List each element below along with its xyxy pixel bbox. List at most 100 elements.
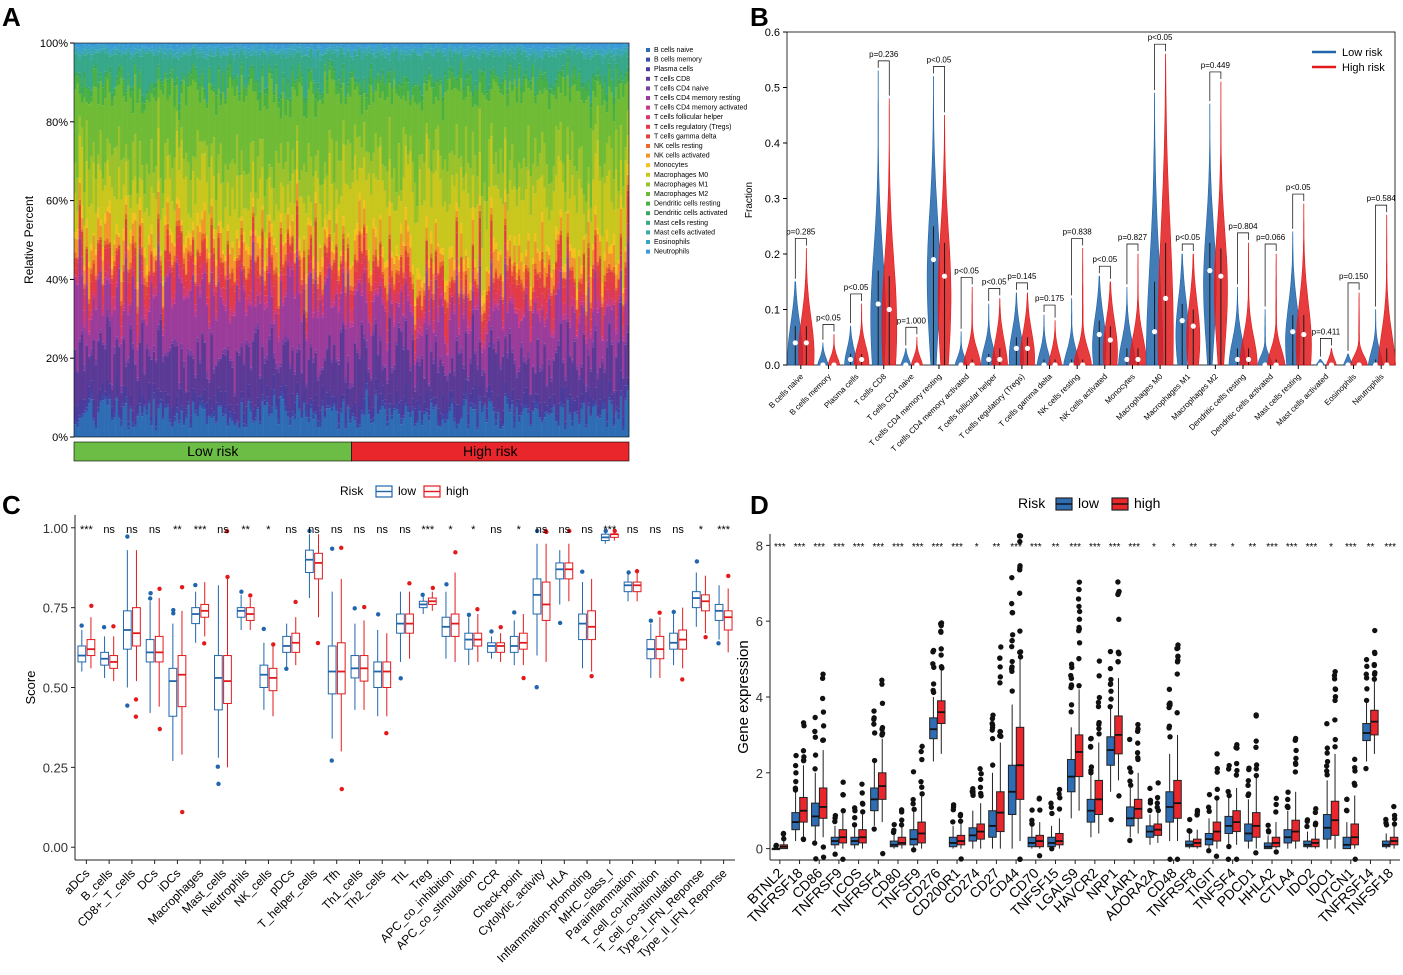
bar-segment-b-cells-naive	[346, 407, 350, 437]
bar-segment-macrophages-m1	[254, 192, 257, 217]
bar-segment-nk-cells-activated	[564, 271, 567, 278]
bar-segment-t-cells-regulatory-tregs	[515, 287, 519, 309]
bar-segment-t-cells-gamma-delta	[127, 272, 130, 284]
bar-segment-mast-cells-activated	[365, 48, 368, 56]
bar-segment-dendritic-cells-resting	[492, 70, 496, 80]
bar-segment-t-cells-follicular-helper	[596, 298, 600, 309]
bar-segment-nk-cells-resting	[411, 283, 415, 289]
bar-segment-macrophages-m1	[425, 123, 429, 134]
bar-segment-dendritic-cells-activated	[302, 97, 306, 102]
bar-segment-macrophages-m0	[240, 175, 244, 217]
bar-segment-t-cells-regulatory-tregs	[238, 265, 241, 289]
bar-segment-macrophages-m1	[282, 169, 285, 187]
bar-segment-t-cells-cd4-naive	[487, 341, 491, 347]
bar-segment-macrophages-m1	[555, 126, 558, 176]
bar-segment-b-cells-naive	[409, 416, 412, 437]
bar-segment-t-cells-cd4-memory-resting	[323, 284, 327, 358]
bar-segment-macrophages-m2	[291, 87, 294, 150]
bar-segment-dendritic-cells-resting	[455, 80, 459, 89]
bar-segment-b-cells-naive	[474, 409, 477, 437]
bar-segment-neutrophils	[492, 43, 496, 47]
bar-segment-dendritic-cells-activated	[582, 81, 586, 88]
bar-segment-t-cells-cd4-naive	[527, 351, 530, 359]
bar-segment-macrophages-m1	[90, 156, 93, 204]
bar-segment-plasma-cells	[360, 394, 364, 411]
bar-segment-t-cells-cd4-naive	[101, 341, 105, 345]
bar-segment-t-cells-cd4-memory-activated	[506, 310, 509, 313]
bar-segment-t-cells-cd4-memory-resting	[136, 349, 139, 378]
bar-segment-macrophages-m2	[548, 109, 551, 185]
bar-segment-macrophages-m2	[349, 97, 352, 144]
bar-segment-neutrophils	[314, 43, 318, 51]
bar-segment-mast-cells-activated	[166, 53, 170, 60]
bar-segment-t-cells-regulatory-tregs	[386, 311, 389, 331]
bar-segment-t-cells-follicular-helper	[168, 266, 172, 270]
bar-segment-dendritic-cells-activated	[552, 85, 556, 92]
bar-segment-mast-cells-resting	[420, 58, 424, 96]
bar-segment-t-cells-cd4-naive	[585, 385, 588, 392]
bar-segment-monocytes	[388, 201, 392, 216]
bar-segment-monocytes	[365, 225, 368, 233]
bar-segment-mast-cells-resting	[568, 49, 572, 87]
bar-segment-macrophages-m1	[564, 192, 567, 213]
bar-segment-eosinophils	[189, 48, 193, 52]
bar-segment-neutrophils	[76, 43, 79, 48]
bar-segment-macrophages-m2	[455, 88, 459, 125]
bar-segment-t-cells-follicular-helper	[104, 271, 107, 278]
bar-segment-t-cells-cd4-memory-resting	[360, 295, 364, 322]
bar-segment-t-cells-gamma-delta	[309, 238, 313, 245]
bar-segment-t-cells-regulatory-tregs	[279, 242, 283, 271]
bar-segment-mast-cells-activated	[425, 51, 429, 53]
bar-segment-nk-cells-resting	[111, 274, 114, 279]
bar-segment-t-cells-cd4-naive	[249, 367, 253, 371]
bar-segment-t-cells-cd4-memory-resting	[97, 278, 100, 340]
bar-segment-mast-cells-activated	[101, 48, 105, 52]
bar-segment-plasma-cells	[492, 402, 496, 408]
bar-segment-dendritic-cells-resting	[462, 90, 466, 101]
bar-segment-nk-cells-activated	[196, 225, 200, 250]
bar-segment-macrophages-m1	[263, 196, 267, 232]
bar-segment-mast-cells-activated	[481, 49, 484, 53]
bar-segment-t-cells-cd8	[321, 369, 324, 386]
bar-segment-monocytes	[534, 233, 537, 242]
bar-segment-t-cells-follicular-helper	[145, 310, 149, 323]
bar-segment-t-cells-regulatory-tregs	[388, 251, 392, 278]
bar-segment-dendritic-cells-resting	[252, 69, 255, 92]
bar-segment-dendritic-cells-resting	[490, 74, 493, 90]
bar-segment-macrophages-m2	[201, 86, 204, 142]
bar-segment-eosinophils	[180, 47, 183, 52]
bar-segment-neutrophils	[268, 43, 271, 49]
bar-segment-t-cells-cd8	[296, 352, 299, 383]
bar-segment-t-cells-cd4-memory-activated	[476, 305, 479, 310]
bar-segment-dendritic-cells-resting	[138, 72, 142, 89]
bar-segment-t-cells-follicular-helper	[487, 307, 491, 316]
bar-segment-nk-cells-resting	[407, 252, 410, 257]
bar-segment-t-cells-cd4-memory-activated	[85, 282, 89, 286]
bar-segment-eosinophils	[420, 48, 424, 55]
bar-segment-t-cells-regulatory-tregs	[129, 282, 133, 301]
bar-segment-nk-cells-activated	[395, 255, 398, 270]
bar-segment-dendritic-cells-resting	[298, 65, 301, 83]
bar-segment-nk-cells-activated	[90, 250, 93, 269]
bar-segment-macrophages-m0	[300, 196, 304, 253]
bar-segment-nk-cells-activated	[154, 255, 158, 261]
bar-segment-t-cells-cd4-memory-resting	[573, 312, 577, 339]
bar-segment-dendritic-cells-resting	[85, 87, 89, 103]
bar-segment-b-cells-naive	[425, 412, 429, 437]
bar-segment-t-cells-regulatory-tregs	[573, 286, 577, 300]
bar-segment-t-cells-cd4-memory-resting	[238, 301, 241, 353]
bar-segment-mast-cells-activated	[289, 48, 292, 55]
bar-segment-t-cells-gamma-delta	[152, 273, 156, 276]
bar-segment-macrophages-m1	[342, 120, 345, 145]
bar-segment-mast-cells-activated	[383, 52, 387, 58]
bar-segment-monocytes	[420, 281, 424, 288]
bar-segment-t-cells-regulatory-tregs	[337, 283, 341, 299]
bar-segment-eosinophils	[427, 44, 431, 49]
bar-segment-plasma-cells	[129, 394, 133, 407]
bar-segment-nk-cells-resting	[261, 228, 264, 232]
bar-segment-dendritic-cells-resting	[339, 88, 343, 104]
bar-segment-dendritic-cells-resting	[296, 79, 299, 97]
bar-segment-macrophages-m2	[106, 79, 109, 139]
bar-segment-plasma-cells	[302, 388, 306, 401]
bar-segment-monocytes	[504, 189, 507, 202]
